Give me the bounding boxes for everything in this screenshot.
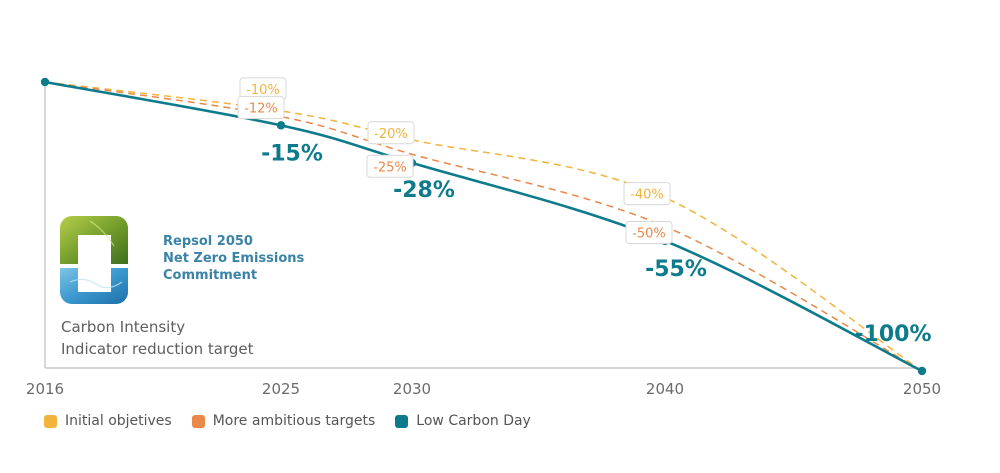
legend-label-initial: Initial objetives xyxy=(65,413,172,429)
subtitle-line-2: Indicator reduction target xyxy=(61,340,254,358)
target-box-ambitious-2040: -50% xyxy=(625,221,673,244)
chart-legend: Initial objetives More ambitious targets… xyxy=(44,413,531,429)
reduction-label-2050: -100% xyxy=(854,322,931,347)
target-label-initial-2030: -20% xyxy=(374,127,408,142)
data-point-low-carbon-2016 xyxy=(40,77,50,87)
reduction-label-2025: -15% xyxy=(261,141,323,166)
data-point-low-carbon-2050 xyxy=(917,366,927,376)
target-box-ambitious-2025: -12% xyxy=(237,96,285,120)
reduction-label-2030: -28% xyxy=(393,178,455,203)
legend-swatch-ambitious xyxy=(191,414,205,428)
target-label-initial-2040: -40% xyxy=(630,188,664,203)
series-line-low-carbon xyxy=(44,80,923,373)
target-box-bg-initial-2040 xyxy=(623,182,671,206)
x-tick-label-2040: 2040 xyxy=(646,380,684,398)
legend-label-low-carbon: Low Carbon Day xyxy=(416,413,531,429)
target-box-initial-2025: -10% xyxy=(239,77,287,101)
target-label-ambitious-2025: -12% xyxy=(244,102,278,117)
legend-label-ambitious: More ambitious targets xyxy=(212,413,376,429)
logo-line-3: Commitment xyxy=(163,268,258,283)
target-box-ambitious-2030: -25% xyxy=(366,154,414,178)
target-box-initial-2040: -40% xyxy=(623,182,671,206)
target-label-ambitious-2030: -25% xyxy=(373,160,407,175)
x-tick-label-2016: 2016 xyxy=(26,380,64,398)
legend-item-ambitious: More ambitious targets xyxy=(191,413,376,429)
legend-item-low-carbon: Low Carbon Day xyxy=(395,413,531,429)
legend-item-initial: Initial objetives xyxy=(44,413,172,429)
target-label-initial-2025: -10% xyxy=(246,83,280,98)
series-line-initial xyxy=(44,81,923,372)
logo-line-1: Repsol 2050 xyxy=(163,234,253,249)
data-point-low-carbon-2025 xyxy=(276,121,286,130)
reduction-label-2040: -55% xyxy=(645,257,707,282)
target-box-bg-ambitious-2030 xyxy=(366,154,414,178)
subtitle-line-1: Carbon Intensity xyxy=(61,318,186,336)
target-label-ambitious-2040: -50% xyxy=(632,227,666,242)
x-tick-label-2050: 2050 xyxy=(903,380,941,398)
logo-line-2: Net Zero Emissions xyxy=(163,251,305,266)
net-zero-logo-icon xyxy=(60,216,128,304)
target-box-initial-2030: -20% xyxy=(367,121,415,145)
target-box-bg-ambitious-2025 xyxy=(237,96,285,120)
series-line-ambitious xyxy=(44,81,923,372)
x-tick-label-2030: 2030 xyxy=(393,380,431,398)
legend-swatch-low-carbon xyxy=(395,414,409,428)
y-axis-description: Carbon Intensity Indicator reduction tar… xyxy=(61,316,254,360)
logo-title: Repsol 2050 Net Zero Emissions Commitmen… xyxy=(163,233,304,284)
legend-swatch-initial xyxy=(44,414,57,428)
target-box-bg-initial-2030 xyxy=(367,121,415,145)
target-box-bg-ambitious-2040 xyxy=(625,221,673,244)
x-tick-label-2025: 2025 xyxy=(262,380,300,398)
